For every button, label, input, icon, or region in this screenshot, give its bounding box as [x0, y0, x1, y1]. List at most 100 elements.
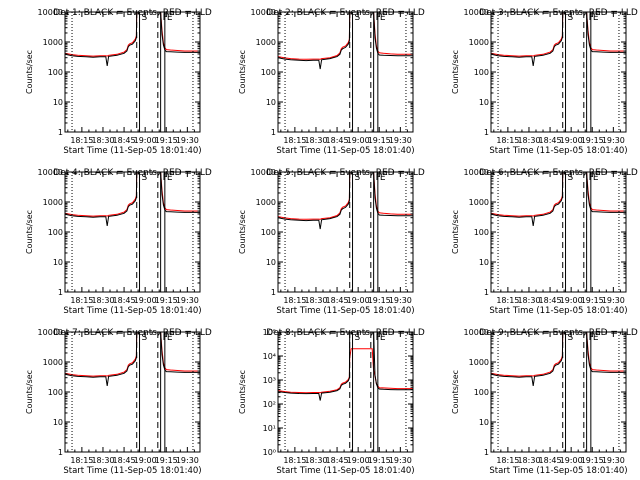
x-tick-label: 18:30 — [91, 136, 114, 145]
x-tick-label: 19:00 — [134, 296, 157, 305]
x-tick-label: 18:45 — [326, 456, 349, 465]
x-tick-label: 19:00 — [347, 296, 370, 305]
x-tick-label: 19:30 — [176, 136, 199, 145]
y-axis-label: Counts/sec — [451, 50, 460, 94]
y-tick-label: 1000 — [43, 198, 63, 207]
detector-panel-8: S F E 10⁰ 10¹ 10² 10³ 10⁴ 10⁵ 18:1518:3018:4519:0… — [238, 328, 425, 476]
marker-letter-s: S — [568, 173, 574, 183]
y-tick-label: 1 — [58, 128, 63, 137]
marker-letter-e: E — [593, 13, 599, 23]
x-tick-label: 19:30 — [389, 296, 412, 305]
events-series-line — [278, 172, 413, 230]
y-tick-label: 1 — [58, 288, 63, 297]
x-axis-label: Start Time (11-Sep-05 18:01:40) — [489, 146, 627, 156]
lld-series-line — [278, 172, 413, 220]
lld-series-line — [278, 12, 413, 60]
x-tick-label: 18:45 — [326, 296, 349, 305]
y-tick-label: 100 — [48, 228, 63, 237]
x-tick-label: 18:45 — [113, 296, 136, 305]
y-tick-label: 1000 — [469, 38, 489, 47]
marker-letter-s: S — [568, 13, 574, 23]
x-tick-label: 18:30 — [517, 296, 540, 305]
y-tick-label: 100 — [261, 68, 276, 77]
y-tick-label: 100 — [474, 388, 489, 397]
x-tick-label: 18:45 — [326, 136, 349, 145]
marker-letter-s: S — [142, 13, 148, 23]
y-tick-label: 1 — [271, 128, 276, 137]
panel-title: Det 6: BLACK = Events, RED = LLD — [479, 168, 638, 178]
marker-letter-f: F — [163, 333, 168, 343]
y-tick-label: 10 — [479, 258, 489, 267]
x-axis-label: Start Time (11-Sep-05 18:01:40) — [489, 466, 627, 476]
x-tick-label: 19:00 — [134, 136, 157, 145]
marker-letter-e: E — [380, 13, 386, 23]
x-axis-label: Start Time (11-Sep-05 18:01:40) — [63, 146, 201, 156]
marker-letter-e: E — [593, 333, 599, 343]
x-tick-label: 19:30 — [389, 136, 412, 145]
marker-letter-f: F — [589, 13, 594, 23]
x-tick-label: 19:00 — [560, 136, 583, 145]
x-tick-label: 19:15 — [581, 456, 604, 465]
x-tick-label: 18:30 — [517, 136, 540, 145]
y-tick-label: 10¹ — [263, 424, 276, 433]
x-tick-label: 19:15 — [581, 296, 604, 305]
lld-series-line — [65, 12, 200, 57]
x-tick-label: 19:30 — [602, 136, 625, 145]
plot-frame — [277, 331, 414, 453]
y-tick-label: 10⁴ — [263, 352, 276, 361]
marker-letter-f: F — [376, 173, 381, 183]
lld-series-line — [491, 332, 626, 377]
detector-panel-3: S F E11010010001000018:1518:3018:4519:0019… — [451, 8, 638, 156]
y-tick-label: 10 — [479, 418, 489, 427]
y-tick-label: 1000 — [256, 38, 276, 47]
y-tick-label: 100 — [48, 68, 63, 77]
x-tick-label: 19:30 — [176, 456, 199, 465]
y-tick-label: 1000 — [256, 198, 276, 207]
x-tick-label: 19:15 — [155, 136, 178, 145]
plot-frame — [64, 171, 201, 293]
x-tick-label: 18:45 — [539, 296, 562, 305]
y-axis-label: Counts/sec — [25, 370, 34, 414]
panel-title: Det 3: BLACK = Events, RED = LLD — [479, 8, 638, 18]
detector-panel-7: S F E11010010001000018:1518:3018:4519:0019… — [25, 328, 212, 476]
lld-series-line — [278, 348, 413, 394]
marker-letter-e: E — [167, 13, 173, 23]
events-series-line — [278, 12, 413, 70]
lld-series-line — [65, 172, 200, 217]
x-axis-label: Start Time (11-Sep-05 18:01:40) — [63, 466, 201, 476]
y-tick-label: 100 — [474, 228, 489, 237]
y-tick-label: 10 — [53, 258, 63, 267]
plot-frame — [490, 331, 627, 453]
y-tick-label: 10000 — [464, 8, 489, 17]
x-axis-label: Start Time (11-Sep-05 18:01:40) — [489, 306, 627, 316]
x-tick-label: 18:45 — [539, 456, 562, 465]
x-tick-label: 19:00 — [347, 456, 370, 465]
y-axis-label: Counts/sec — [238, 370, 247, 414]
x-tick-label: 18:15 — [283, 136, 306, 145]
plot-frame — [64, 11, 201, 133]
y-tick-label: 100 — [261, 228, 276, 237]
detector-panel-1: S F E11010010001000018:1518:3018:4519:0019… — [25, 8, 212, 156]
x-tick-label: 18:30 — [304, 296, 327, 305]
y-tick-label: 10³ — [263, 376, 276, 385]
marker-letter-e: E — [167, 333, 173, 343]
x-tick-label: 19:00 — [347, 136, 370, 145]
y-tick-label: 10² — [263, 400, 276, 409]
marker-letter-f: F — [163, 173, 168, 183]
y-axis-label: Counts/sec — [25, 210, 34, 254]
lld-series-line — [65, 332, 200, 377]
events-series-line — [65, 172, 200, 226]
events-series-line — [491, 332, 626, 386]
marker-letter-s: S — [355, 333, 361, 343]
x-axis-label: Start Time (11-Sep-05 18:01:40) — [276, 146, 414, 156]
marker-letter-s: S — [568, 333, 574, 343]
x-tick-label: 18:15 — [283, 456, 306, 465]
plot-frame — [490, 171, 627, 293]
x-tick-label: 18:15 — [70, 296, 93, 305]
y-tick-label: 10000 — [464, 168, 489, 177]
y-tick-label: 1000 — [43, 358, 63, 367]
x-tick-label: 18:30 — [517, 456, 540, 465]
detector-panel-2: S F E11010010001000018:1518:3018:4519:0019… — [238, 8, 425, 156]
x-tick-label: 18:30 — [304, 456, 327, 465]
